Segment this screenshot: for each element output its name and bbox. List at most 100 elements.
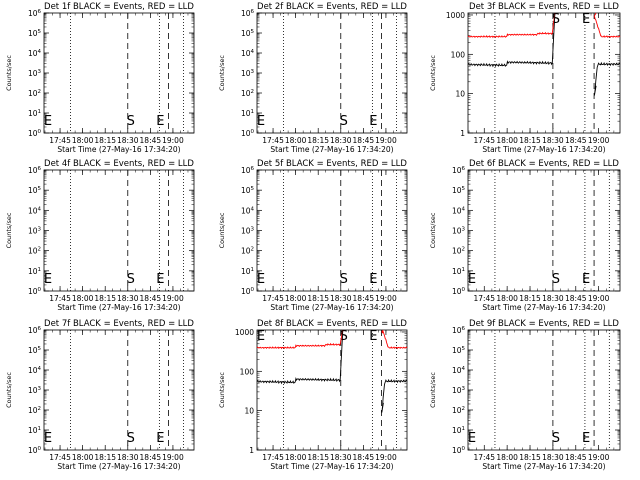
x-tick-label: 18:15 xyxy=(519,294,541,303)
y-tick-label: 102 xyxy=(28,89,41,98)
y-tick-label: 106 xyxy=(452,166,466,175)
y-tick-label: 101 xyxy=(28,267,41,276)
y-tick-label: 105 xyxy=(28,346,42,355)
left-marker: E xyxy=(257,329,265,344)
y-tick-label: 104 xyxy=(241,49,255,58)
left-marker: E xyxy=(468,431,476,446)
y-tick-label: 105 xyxy=(452,186,466,195)
x-tick-label: 18:30 xyxy=(330,453,352,462)
y-tick-label: 101 xyxy=(241,267,254,276)
left-marker: E xyxy=(257,114,265,129)
events-series xyxy=(467,12,556,68)
end-marker: E xyxy=(369,329,377,344)
start-marker: S xyxy=(340,329,348,344)
y-tick-label: 106 xyxy=(241,9,255,18)
x-axis-label: Start Time (27-May-16 17:34:20) xyxy=(270,145,393,154)
y-tick-label: 104 xyxy=(28,49,42,58)
y-tick-label: 101 xyxy=(28,109,41,118)
x-tick-label: 17:45 xyxy=(262,136,284,145)
lld-series xyxy=(593,12,621,39)
x-axis-label: Start Time (27-May-16 17:34:20) xyxy=(57,303,180,312)
panel-7: Det 7f BLACK = Events, RED = LLD 100 101 10… xyxy=(5,319,194,471)
panel-5: Det 5f BLACK = Events, RED = LLD 100 101 10… xyxy=(218,159,407,312)
start-marker: S xyxy=(552,12,560,27)
plot-frame xyxy=(43,329,195,451)
x-tick-label: 19:00 xyxy=(375,294,397,303)
panel-title: Det 9f BLACK = Events, RED = LLD xyxy=(469,319,619,329)
y-tick-label: 104 xyxy=(28,206,42,215)
y-tick-label: 100 xyxy=(28,287,42,296)
y-axis-label: Counts/sec xyxy=(218,372,226,408)
y-tick-label: 101 xyxy=(452,267,465,276)
lld-series xyxy=(381,329,408,350)
x-tick-label: 18:15 xyxy=(519,453,541,462)
x-tick-label: 19:00 xyxy=(162,453,184,462)
x-axis-label: Start Time (27-May-16 17:34:20) xyxy=(270,462,393,471)
x-tick-label: 18:15 xyxy=(94,453,116,462)
y-tick-label: 102 xyxy=(452,406,465,415)
x-tick-label: 18:45 xyxy=(140,136,162,145)
x-axis-label: Start Time (27-May-16 17:34:20) xyxy=(57,145,180,154)
x-tick-label: 18:30 xyxy=(117,136,139,145)
x-tick-label: 18:45 xyxy=(140,294,162,303)
y-tick-label: 106 xyxy=(452,326,466,335)
x-tick-label: 19:00 xyxy=(588,453,610,462)
x-tick-label: 18:15 xyxy=(307,453,329,462)
end-marker: E xyxy=(369,114,377,129)
x-tick-label: 17:45 xyxy=(49,136,71,145)
x-tick-label: 18:45 xyxy=(353,136,375,145)
plot-frame xyxy=(43,12,195,134)
x-tick-label: 18:00 xyxy=(72,453,94,462)
y-tick-label: 103 xyxy=(452,227,466,236)
x-tick-label: 18:00 xyxy=(496,136,518,145)
panel-4: Det 4f BLACK = Events, RED = LLD 100 101 10… xyxy=(5,159,194,312)
x-tick-label: 18:30 xyxy=(330,136,352,145)
x-tick-label: 18:30 xyxy=(117,294,139,303)
x-axis-label: Start Time (27-May-16 17:34:20) xyxy=(482,303,605,312)
x-tick-label: 18:15 xyxy=(307,136,329,145)
y-tick-label: 102 xyxy=(28,247,41,256)
y-tick-label: 100 xyxy=(452,446,466,455)
x-tick-label: 19:00 xyxy=(588,136,610,145)
panel-title: Det 5f BLACK = Events, RED = LLD xyxy=(257,159,407,169)
lld-series xyxy=(467,12,556,39)
y-tick-label: 104 xyxy=(241,206,255,215)
y-tick-label: 103 xyxy=(241,227,255,236)
end-marker: E xyxy=(582,431,590,446)
events-series xyxy=(381,378,408,413)
x-tick-label: 18:30 xyxy=(330,294,352,303)
y-axis-label: Counts/sec xyxy=(429,212,437,248)
x-tick-label: 18:30 xyxy=(117,453,139,462)
x-tick-label: 18:00 xyxy=(72,136,94,145)
x-tick-label: 18:45 xyxy=(353,453,375,462)
y-tick-label: 100 xyxy=(452,287,466,296)
x-tick-label: 19:00 xyxy=(588,294,610,303)
plot-frame xyxy=(467,329,621,451)
plot-frame xyxy=(43,169,195,292)
plot-frame xyxy=(256,12,408,134)
x-axis-label: Start Time (27-May-16 17:34:20) xyxy=(270,303,393,312)
y-tick-label: 106 xyxy=(28,166,42,175)
x-tick-label: 19:00 xyxy=(162,294,184,303)
x-tick-label: 18:00 xyxy=(496,453,518,462)
x-tick-label: 19:00 xyxy=(375,136,397,145)
plot-frame xyxy=(467,12,621,134)
y-tick-label: 100 xyxy=(28,129,42,138)
y-tick-label: 103 xyxy=(241,69,255,78)
x-tick-label: 18:15 xyxy=(94,136,116,145)
x-tick-label: 17:45 xyxy=(49,453,71,462)
y-tick-label: 103 xyxy=(28,227,42,236)
lld-series xyxy=(256,329,344,350)
y-axis-label: Counts/sec xyxy=(429,55,437,91)
x-tick-label: 18:00 xyxy=(72,294,94,303)
y-tick-label: 106 xyxy=(28,9,42,18)
x-tick-label: 17:45 xyxy=(49,294,71,303)
y-tick-label: 103 xyxy=(28,386,42,395)
x-tick-label: 18:30 xyxy=(542,453,564,462)
x-tick-label: 17:45 xyxy=(262,294,284,303)
y-tick-label: 101 xyxy=(452,426,465,435)
end-marker: E xyxy=(369,272,377,287)
left-marker: E xyxy=(468,272,476,287)
y-tick-label: 106 xyxy=(241,166,255,175)
